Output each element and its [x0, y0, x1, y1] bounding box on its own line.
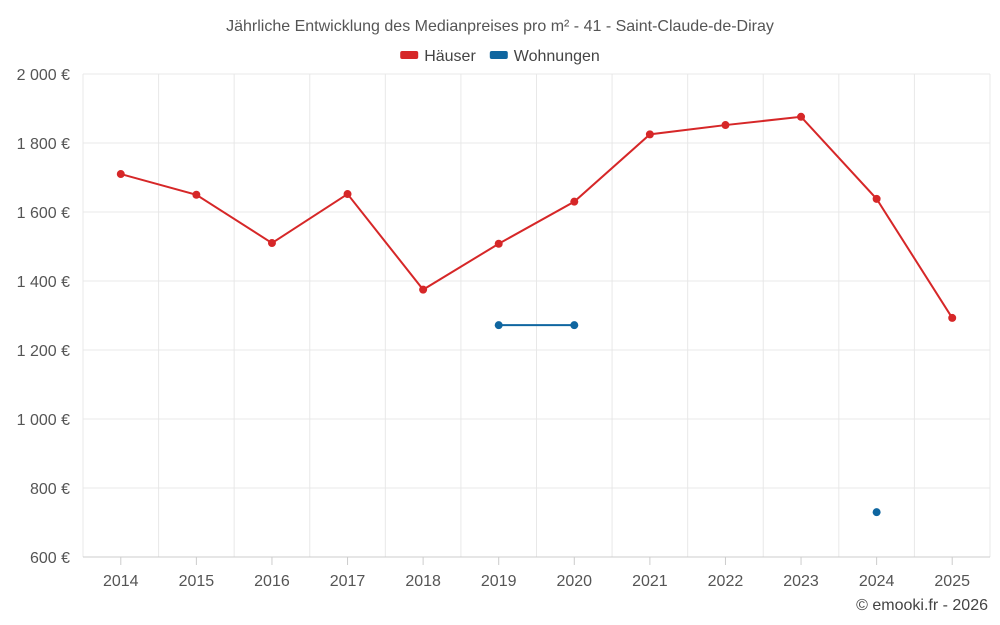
legend-item-1[interactable]: Wohnungen: [489, 48, 600, 65]
y-tick-label: 800 €: [30, 481, 70, 498]
data-point[interactable]: [570, 321, 579, 330]
data-point[interactable]: [343, 190, 352, 199]
x-tick-label: 2021: [632, 573, 668, 590]
x-tick-label: 2025: [934, 573, 970, 590]
chart-title: Jährliche Entwicklung des Medianpreises …: [226, 18, 774, 35]
x-tick-label: 2016: [254, 573, 290, 590]
legend-label: Häuser: [424, 48, 476, 65]
x-tick-label: 2017: [330, 573, 366, 590]
y-tick-label: 2 000 €: [17, 67, 70, 84]
legend-swatch: [489, 51, 508, 59]
gridlines: [82, 73, 991, 557]
data-point[interactable]: [192, 190, 201, 199]
data-point[interactable]: [116, 170, 125, 179]
series-line: [120, 115, 954, 319]
data-point[interactable]: [645, 130, 654, 139]
legend-item-0[interactable]: Häuser: [400, 48, 476, 65]
x-tick-label: 2018: [405, 573, 441, 590]
y-tick-label: 1 000 €: [17, 412, 70, 429]
x-tick-label: 2022: [708, 573, 744, 590]
data-point[interactable]: [494, 239, 503, 248]
x-tick-label: 2014: [103, 573, 139, 590]
data-point[interactable]: [872, 194, 881, 203]
series-1: [494, 321, 881, 517]
x-axis: 2014 2015 2016 2017 2018 2019 2020 2021 2022 2023…: [83, 556, 990, 590]
x-tick-label: 2015: [179, 573, 215, 590]
x-tick-label: 2020: [556, 573, 592, 590]
y-tick-label: 600 €: [30, 550, 70, 567]
data-point[interactable]: [721, 121, 730, 130]
y-tick-label: 1 400 €: [17, 274, 70, 291]
data-point[interactable]: [570, 197, 579, 206]
data-point[interactable]: [872, 508, 881, 517]
legend[interactable]: Häuser Wohnungen: [400, 48, 600, 65]
data-point[interactable]: [267, 239, 276, 248]
y-tick-label: 1 600 €: [17, 205, 70, 222]
data-point[interactable]: [419, 285, 428, 294]
series-group: [116, 112, 957, 517]
y-axis: 600 € 800 € 1 000 € 1 200 € 1 400 € 1 600 € 1 …: [17, 67, 70, 567]
legend-swatch: [400, 51, 419, 59]
y-tick-label: 1 800 €: [17, 136, 70, 153]
data-point[interactable]: [797, 112, 806, 121]
x-tick-label: 2023: [783, 573, 819, 590]
credit-text: © emooki.fr - 2026: [856, 597, 988, 614]
data-point[interactable]: [494, 321, 503, 330]
data-point[interactable]: [948, 313, 957, 322]
x-tick-label: 2019: [481, 573, 517, 590]
legend-label: Wohnungen: [514, 48, 600, 65]
y-tick-label: 1 200 €: [17, 343, 70, 360]
series-0: [116, 112, 957, 322]
x-tick-label: 2024: [859, 573, 895, 590]
